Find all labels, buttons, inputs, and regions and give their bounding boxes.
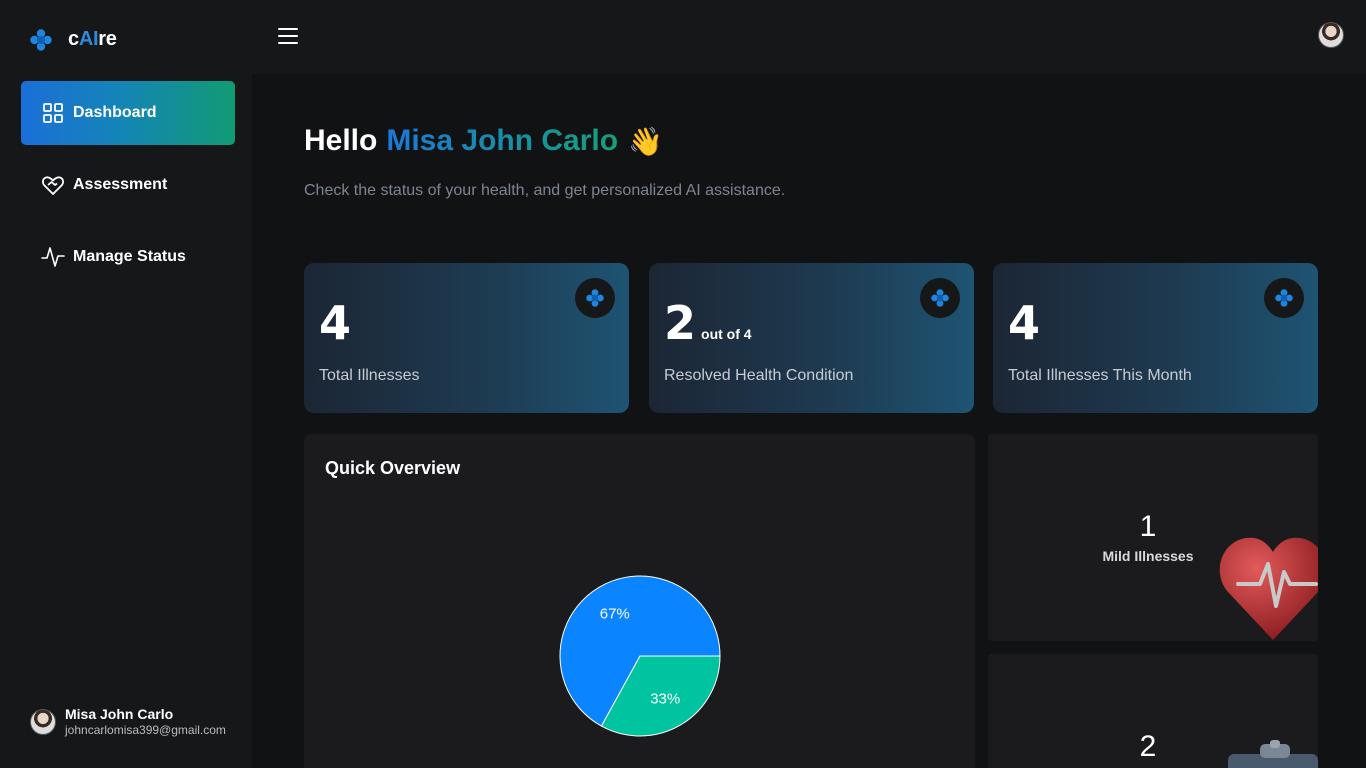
medical-cross-icon (30, 28, 52, 51)
overview-pie-chart: 67% 33% (559, 575, 721, 737)
heart-pulse-illustration (1219, 537, 1318, 640)
page-subtitle: Check the status of your health, and get… (304, 182, 786, 199)
stat-card-total-illnesses[interactable]: 4 Total Illnesses (304, 263, 629, 413)
overview-title: Quick Overview (325, 458, 461, 478)
dashboard-grid-icon (41, 101, 65, 125)
stat-value: 2 out of 4 (664, 296, 752, 350)
stat-label: Total Illnesses This Month (1008, 367, 1192, 384)
sidebar-item-assessment[interactable]: Assessment (21, 153, 235, 217)
stat-label: Resolved Health Condition (664, 367, 854, 384)
sidebar-item-label: Manage Status (73, 248, 186, 265)
user-info: Misa John Carlo johncarlomisa399@gmail.c… (65, 706, 226, 737)
brand-name: cAIre (68, 28, 117, 50)
stat-value: 4 (319, 296, 352, 350)
stat-card-illnesses-month[interactable]: 4 Total Illnesses This Month (993, 263, 1318, 413)
pulse-icon (41, 245, 65, 269)
sidebar-item-label: Dashboard (73, 104, 157, 121)
sidebar-item-label: Assessment (73, 176, 168, 193)
brand-logo[interactable]: cAIre (30, 28, 117, 51)
sidebar: cAIre Dashboard Assessment (0, 0, 252, 768)
medical-cross-icon (920, 278, 960, 318)
illnesses-card[interactable]: 2 (988, 654, 1318, 768)
user-email: johncarlomisa399@gmail.com (65, 723, 226, 737)
pie-slice-label-1: 33% (650, 691, 680, 708)
user-name: Misa John Carlo (65, 706, 174, 722)
wave-icon: 👋 (628, 125, 663, 157)
page-title: Hello Misa John Carlo 👋 (304, 124, 663, 158)
user-profile[interactable]: Misa John Carlo johncarlomisa399@gmail.c… (30, 706, 226, 737)
pie-slice-0[interactable] (559, 575, 721, 727)
medical-cross-icon (575, 278, 615, 318)
clipboard-illustration (1228, 740, 1318, 768)
greeting-name: Misa John Carlo (386, 124, 619, 157)
main-content: Hello Misa John Carlo 👋 Check the status… (252, 74, 1366, 768)
greeting-hello: Hello (304, 124, 378, 157)
quick-overview-panel: Quick Overview 67% 33% (304, 434, 975, 768)
stat-card-resolved[interactable]: 2 out of 4 Resolved Health Condition (649, 263, 974, 413)
top-bar (252, 0, 1366, 74)
avatar (30, 708, 56, 735)
stat-label: Total Illnesses (319, 367, 420, 384)
illnesses-value: 2 (1139, 730, 1157, 763)
heart-hand-icon (41, 173, 65, 197)
menu-icon[interactable] (278, 28, 298, 46)
sidebar-item-manage-status[interactable]: Manage Status (21, 225, 235, 289)
pie-slice-1[interactable] (600, 655, 721, 737)
pie-slice-label-0: 67% (600, 605, 630, 622)
mild-illnesses-value: 1 (1139, 510, 1157, 543)
sidebar-item-dashboard[interactable]: Dashboard (21, 81, 235, 145)
mild-illnesses-label: Mild Illnesses (1102, 548, 1194, 564)
header-avatar[interactable] (1318, 22, 1344, 48)
medical-cross-icon (1264, 278, 1304, 318)
stat-value: 4 (1008, 296, 1041, 350)
mild-illnesses-card[interactable]: 1 Mild Illnesses (988, 434, 1318, 641)
